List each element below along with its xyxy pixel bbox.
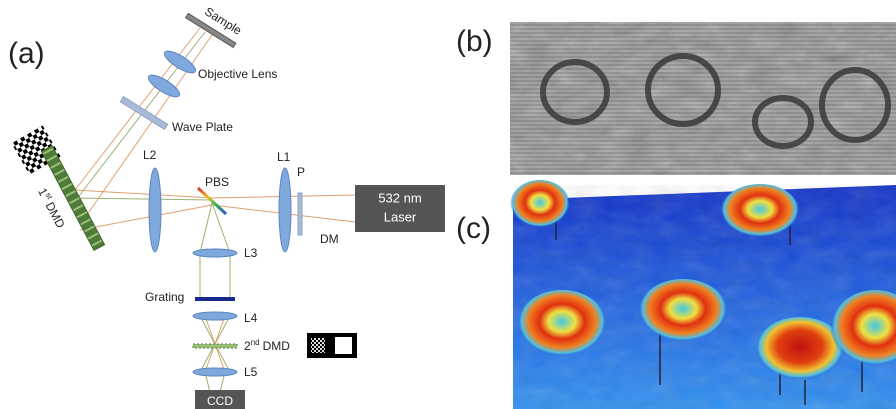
wave-plate [120, 97, 167, 130]
lens-l4-label: L4 [244, 311, 258, 325]
panel-b: (b) [456, 22, 896, 175]
laser-label: 532 nm [378, 190, 421, 205]
laser-label: Laser [384, 209, 417, 224]
ccd-label: CCD [207, 394, 233, 408]
lens-l5 [193, 368, 237, 376]
panel-label: (c) [456, 212, 491, 245]
lens-l3-label: L3 [244, 246, 258, 260]
dmd-2-pattern-checker [311, 338, 325, 353]
panel-label: (a) [8, 37, 45, 70]
dmd-2-pattern-block [335, 337, 352, 354]
polarizer [298, 193, 302, 235]
lens-l2-label: L2 [143, 148, 157, 162]
panel-c: (c) [456, 180, 896, 409]
lens-l4 [193, 312, 237, 320]
panel-a: (a) Sample Objective Le [8, 4, 445, 409]
pbs [198, 188, 226, 214]
dmd-2-name: DMD [263, 339, 291, 353]
lens-l1-label: L1 [277, 150, 291, 164]
lens-l3 [193, 249, 237, 257]
dm-label: DM [320, 232, 339, 246]
objective-lens-label: Objective Lens [198, 67, 277, 81]
figure: (a) Sample Objective Le [0, 0, 896, 409]
wave-plate-label: Wave Plate [172, 120, 233, 134]
grating-label: Grating [145, 290, 184, 304]
pbs-label: PBS [205, 175, 229, 189]
sample-label: Sample [202, 4, 244, 38]
polarizer-label: P [297, 165, 305, 179]
dmd-2-suffix: nd [251, 338, 260, 347]
panel-label: (b) [456, 25, 493, 58]
lens-l5-label: L5 [244, 365, 258, 379]
dmd-1-name: DMD [42, 200, 67, 231]
lens-l1 [279, 168, 291, 252]
lens-l2 [149, 168, 161, 252]
grating [195, 297, 235, 301]
image-fringes [510, 22, 896, 175]
dmd-2 [193, 344, 237, 348]
